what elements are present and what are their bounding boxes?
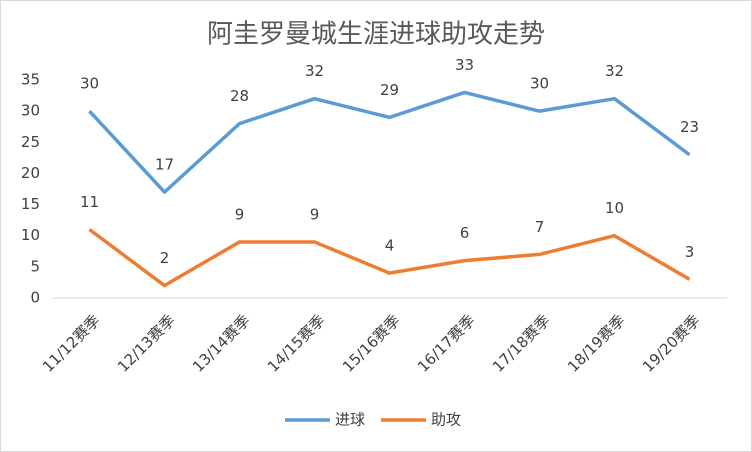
data-label: 9	[310, 205, 320, 223]
data-label: 17	[155, 156, 174, 174]
data-label: 7	[535, 218, 545, 236]
data-label: 30	[80, 75, 99, 93]
y-tick-label: 30	[21, 102, 40, 120]
legend-label: 进球	[335, 411, 365, 429]
data-label: 11	[80, 193, 99, 211]
series-line	[88, 90, 691, 194]
data-label: 30	[530, 75, 549, 93]
y-tick-label: 35	[21, 71, 40, 89]
y-tick-label: 25	[21, 133, 40, 151]
y-tick-label: 5	[30, 257, 40, 275]
y-tick-label: 10	[21, 226, 40, 244]
data-label: 4	[385, 237, 395, 255]
y-tick-label: 15	[21, 195, 40, 213]
data-label: 10	[605, 199, 624, 217]
data-label: 32	[305, 62, 324, 80]
series-line	[88, 228, 691, 288]
data-label: 29	[380, 81, 399, 99]
data-label: 33	[455, 56, 474, 74]
y-tick-label: 20	[21, 164, 40, 182]
data-label: 9	[235, 205, 245, 223]
chart-title: 阿圭罗曼城生涯进球助攻走势	[207, 20, 545, 50]
data-label: 23	[680, 118, 699, 136]
y-tick-label: 0	[30, 289, 40, 307]
data-label: 3	[685, 243, 695, 261]
legend-label: 助攻	[431, 411, 461, 429]
data-label: 2	[160, 249, 170, 267]
data-label: 28	[230, 87, 249, 105]
data-label: 32	[605, 62, 624, 80]
data-label: 6	[460, 224, 470, 242]
